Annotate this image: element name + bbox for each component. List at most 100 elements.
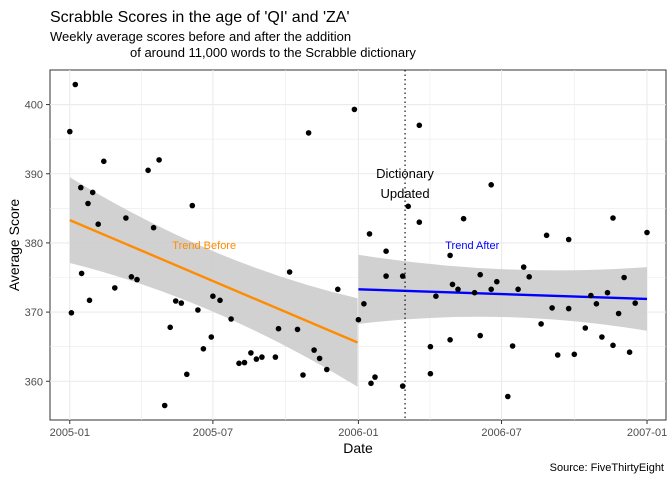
data-point bbox=[449, 281, 456, 288]
data-point bbox=[200, 346, 207, 352]
data-point bbox=[128, 274, 135, 280]
data-point bbox=[427, 370, 434, 377]
data-point bbox=[167, 324, 173, 331]
data-point bbox=[644, 229, 650, 236]
data-point bbox=[621, 274, 627, 281]
data-point bbox=[78, 184, 84, 191]
data-point bbox=[368, 380, 374, 387]
data-point bbox=[383, 248, 389, 254]
data-point bbox=[150, 224, 157, 231]
data-point bbox=[208, 334, 215, 340]
data-point bbox=[286, 269, 293, 275]
data-point bbox=[305, 130, 312, 136]
trend-before-label: Trend Before bbox=[172, 240, 236, 252]
chart-subtitle-line-2: of around 11,000 words to the Scrabble d… bbox=[130, 45, 416, 60]
data-point bbox=[272, 354, 279, 360]
data-point bbox=[477, 271, 484, 278]
trend-lines bbox=[69, 218, 648, 344]
data-point bbox=[68, 310, 75, 316]
data-point bbox=[543, 232, 550, 239]
data-point bbox=[477, 332, 484, 339]
y-axis-label: Average Score bbox=[6, 199, 22, 292]
data-point bbox=[455, 286, 461, 293]
data-point bbox=[604, 289, 611, 296]
data-point bbox=[248, 350, 254, 356]
data-point bbox=[447, 337, 453, 343]
data-point bbox=[588, 292, 594, 299]
data-point bbox=[275, 325, 282, 332]
data-point bbox=[632, 300, 638, 306]
axes: 360 370 380 390 400 2005-01 2005-07 2006-01 2006… bbox=[25, 100, 668, 439]
x-tick-label: 2005-01 bbox=[50, 427, 90, 439]
data-point bbox=[383, 273, 389, 279]
data-point bbox=[123, 215, 129, 221]
data-point bbox=[67, 128, 73, 135]
data-point bbox=[228, 316, 234, 322]
data-point bbox=[324, 366, 330, 373]
trend-after-label: Trend After bbox=[445, 240, 499, 252]
grid-lines bbox=[50, 70, 666, 420]
data-point bbox=[416, 122, 423, 129]
chart-subtitle-line-1: Weekly average scores before and after t… bbox=[50, 29, 351, 44]
data-point bbox=[241, 359, 248, 366]
data-point bbox=[178, 300, 185, 306]
data-point bbox=[399, 383, 406, 389]
y-tick-label: 390 bbox=[25, 169, 43, 181]
trend-before-line bbox=[69, 218, 359, 344]
data-point bbox=[593, 301, 600, 307]
data-point bbox=[433, 293, 439, 300]
data-point bbox=[335, 286, 341, 293]
y-tick-label: 400 bbox=[25, 100, 43, 112]
data-point bbox=[78, 270, 85, 277]
annotation-line: Dictionary bbox=[376, 166, 434, 181]
x-tick-label: 2007-01 bbox=[627, 427, 667, 439]
data-point bbox=[509, 343, 516, 349]
data-point bbox=[294, 326, 301, 333]
data-point bbox=[565, 236, 572, 243]
data-point bbox=[549, 305, 555, 311]
data-point bbox=[316, 355, 323, 362]
data-point bbox=[427, 343, 434, 350]
x-tick-label: 2005-07 bbox=[193, 427, 233, 439]
data-point bbox=[189, 202, 196, 209]
data-point bbox=[72, 81, 79, 88]
annotation-line: Updated bbox=[380, 186, 429, 201]
data-point bbox=[311, 347, 317, 353]
data-point bbox=[526, 274, 532, 280]
data-point bbox=[515, 286, 521, 293]
data-point bbox=[565, 305, 572, 312]
data-point bbox=[101, 158, 107, 165]
x-tick-label: 2006-01 bbox=[338, 427, 378, 439]
data-point bbox=[259, 354, 265, 360]
data-point bbox=[184, 371, 190, 378]
data-point bbox=[236, 360, 242, 367]
data-points bbox=[67, 81, 650, 409]
data-point bbox=[300, 372, 306, 378]
data-point bbox=[86, 297, 93, 304]
y-tick-label: 360 bbox=[25, 376, 43, 388]
data-point bbox=[505, 393, 511, 400]
data-point bbox=[571, 351, 578, 358]
data-point bbox=[471, 289, 478, 296]
data-point bbox=[520, 264, 527, 270]
data-point bbox=[145, 167, 151, 174]
data-point bbox=[626, 349, 633, 356]
data-point bbox=[195, 307, 201, 313]
x-axis-label: Date bbox=[343, 440, 373, 456]
data-point bbox=[351, 106, 358, 113]
y-tick-label: 370 bbox=[25, 307, 43, 319]
chart-caption: Source: FiveThirtyEight bbox=[550, 462, 664, 474]
data-point bbox=[494, 278, 500, 285]
trend-after-line bbox=[358, 288, 648, 301]
y-tick-label: 380 bbox=[25, 238, 43, 250]
data-point bbox=[112, 285, 118, 291]
data-point bbox=[488, 286, 495, 293]
data-point bbox=[599, 334, 605, 340]
ribbon-after bbox=[358, 254, 647, 331]
data-point bbox=[372, 374, 378, 380]
data-point bbox=[89, 189, 96, 196]
data-point bbox=[210, 293, 216, 300]
data-point bbox=[85, 200, 91, 207]
data-point bbox=[172, 298, 179, 304]
